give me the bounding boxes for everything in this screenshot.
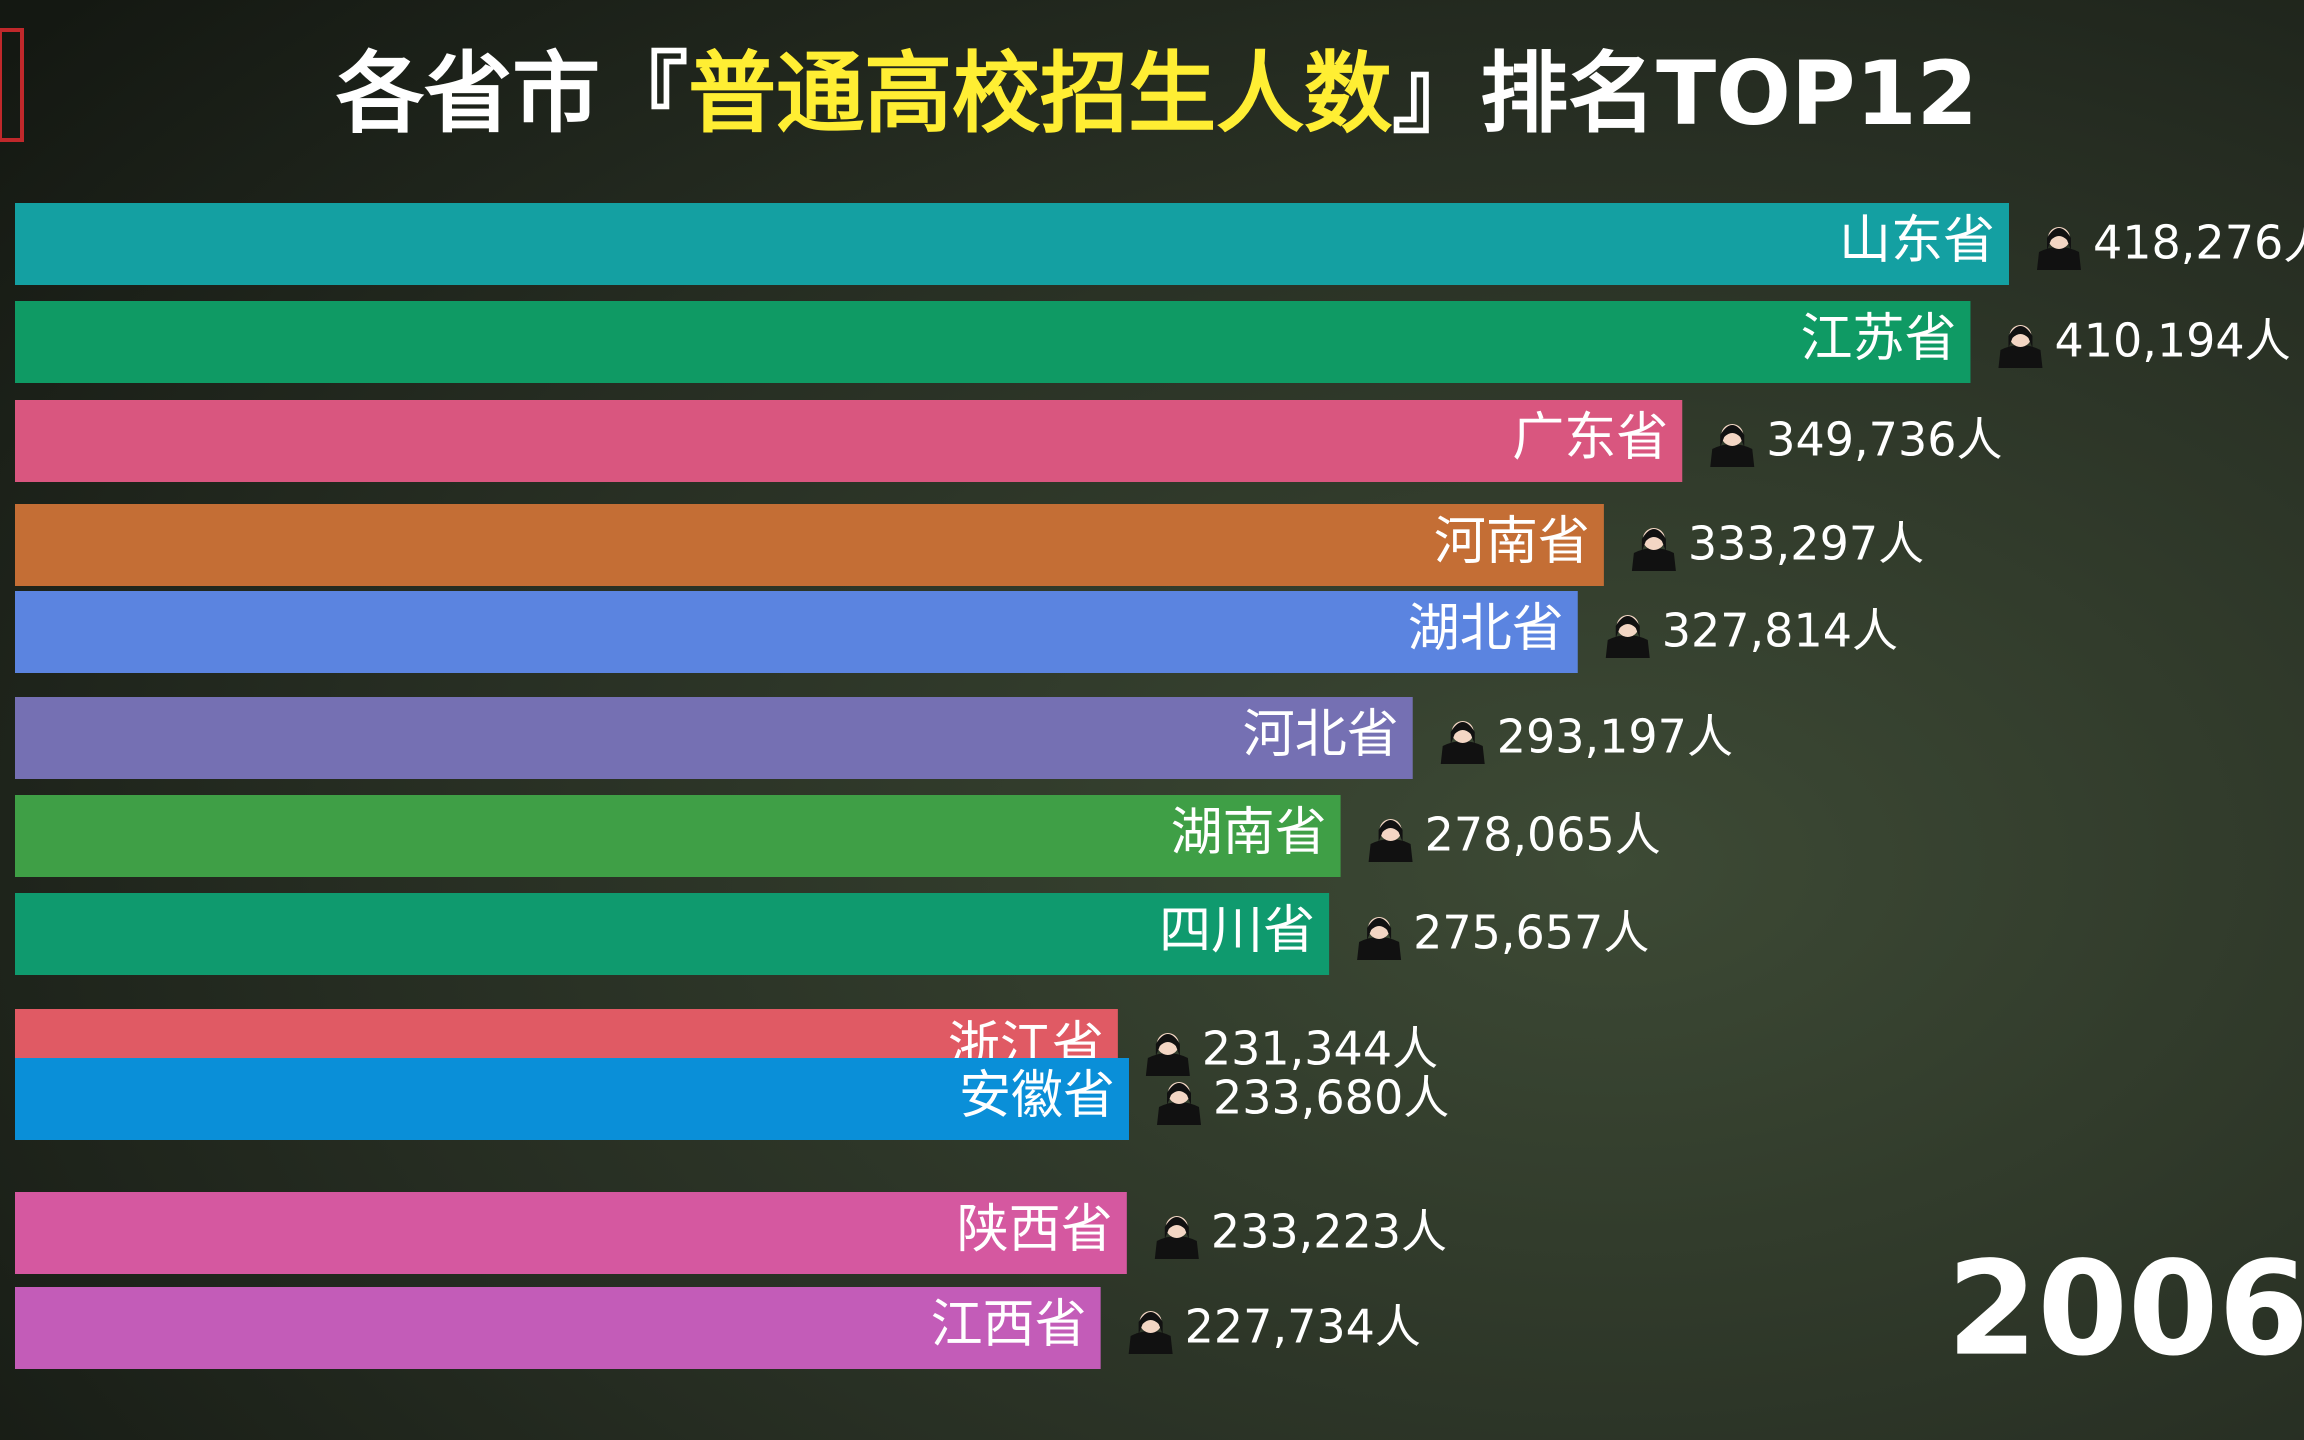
category-label: 安徽省 [959, 1066, 1115, 1126]
person-icon [1145, 1033, 1190, 1076]
chart-title: 各省市『普通高校招生人数』排名TOP12 [336, 42, 1978, 145]
bar [15, 795, 1341, 877]
person-icon [1631, 528, 1676, 571]
icon-body [1154, 1236, 1199, 1259]
period-label: 2006年 [1947, 1233, 2304, 1385]
icon-body [1357, 937, 1402, 960]
icon-hair [1615, 616, 1640, 638]
title-segment: 各省市『 [336, 42, 688, 145]
bar [15, 301, 1971, 383]
value-label: 275,657人 [1413, 906, 1649, 960]
person-icon [1154, 1216, 1199, 1259]
value-label: 233,680人 [1213, 1071, 1449, 1125]
category-label: 河南省 [1434, 512, 1590, 572]
icon-body [1440, 741, 1485, 764]
bar [15, 203, 2009, 285]
person-icon [1357, 917, 1402, 960]
person-icon [1368, 819, 1413, 862]
icon-hair [1138, 1312, 1163, 1334]
value-label: 418,276人 [2093, 216, 2304, 270]
icon-hair [1720, 425, 1745, 447]
title-segment: 普通高校招生人数 [688, 42, 1392, 145]
person-icon [1605, 615, 1650, 658]
icon-hair [1155, 1034, 1180, 1056]
bar [15, 697, 1413, 779]
bar [15, 1192, 1127, 1274]
person-icon [2037, 227, 2081, 270]
value-label: 410,194人 [2054, 314, 2290, 368]
icon-body [1631, 548, 1676, 571]
value-label: 333,297人 [1688, 517, 1924, 571]
bar [15, 893, 1330, 975]
icon-body [1156, 1102, 1201, 1125]
icon-hair [2047, 228, 2071, 250]
category-label: 广东省 [1512, 408, 1668, 468]
bar [15, 1287, 1101, 1369]
value-label: 293,197人 [1497, 710, 1733, 764]
category-label: 四川省 [1159, 901, 1315, 961]
value-label: 278,065人 [1425, 808, 1661, 862]
icon-body [1128, 1331, 1173, 1354]
icon-hair [2008, 326, 2033, 348]
person-icon [1128, 1311, 1173, 1354]
bar [15, 1058, 1129, 1140]
person-icon [1710, 424, 1755, 467]
person-icon [1440, 721, 1485, 764]
icon-body [1368, 839, 1413, 862]
value-label: 233,223人 [1211, 1205, 1447, 1259]
bar [15, 400, 1683, 482]
category-label: 山东省 [1839, 211, 1995, 271]
icon-hair [1450, 722, 1475, 744]
category-label: 江苏省 [1800, 309, 1956, 369]
category-label: 湖北省 [1408, 599, 1564, 659]
title-segment: 』排名TOP12 [1392, 42, 1978, 145]
category-label: 江西省 [931, 1295, 1087, 1355]
category-label: 陕西省 [957, 1200, 1113, 1260]
category-label: 河北省 [1243, 705, 1399, 765]
value-label: 227,734人 [1185, 1300, 1421, 1354]
icon-body [2037, 247, 2081, 270]
icon-body [1605, 635, 1650, 658]
category-label: 湖南省 [1171, 803, 1327, 863]
icon-hair [1166, 1083, 1191, 1105]
icon-body [1998, 345, 2043, 368]
icon-hair [1641, 529, 1666, 551]
icon-body [1710, 444, 1755, 467]
icon-hair [1367, 918, 1392, 940]
seal [0, 28, 24, 142]
value-label: 231,344人 [1202, 1022, 1438, 1076]
person-icon [1156, 1082, 1201, 1125]
icon-body [1145, 1053, 1190, 1076]
value-label: 327,814人 [1662, 604, 1898, 658]
person-icon [1998, 325, 2043, 368]
bar [15, 504, 1604, 586]
value-label: 349,736人 [1766, 413, 2002, 467]
bar [15, 591, 1578, 673]
icon-hair [1164, 1217, 1189, 1239]
icon-hair [1378, 820, 1403, 842]
